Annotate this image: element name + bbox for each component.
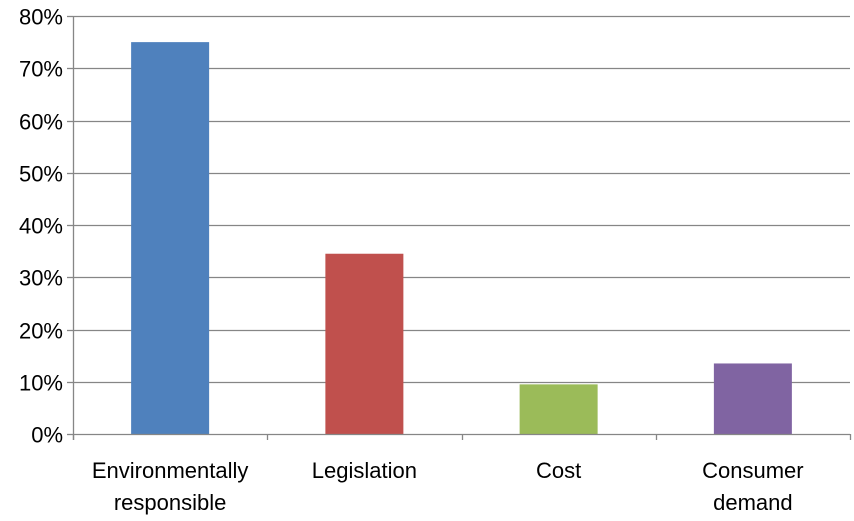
x-category-label-line: responsible <box>114 490 227 515</box>
bar <box>131 42 210 434</box>
y-tick-label: 10% <box>19 371 63 396</box>
x-category-label-line: Consumer <box>702 458 803 483</box>
y-tick-label: 70% <box>19 57 63 82</box>
x-category-label: Legislation <box>312 458 417 483</box>
y-tick-label: 60% <box>19 110 63 135</box>
axes <box>67 15 852 440</box>
y-tick-label: 30% <box>19 266 63 291</box>
bar <box>325 253 404 434</box>
y-tick-label: 50% <box>19 162 63 187</box>
y-tick-label: 0% <box>31 423 63 448</box>
x-category-label: Consumer demand <box>702 458 803 515</box>
y-tick-label: 80% <box>19 5 63 30</box>
bar <box>713 363 792 434</box>
x-axis-category-labels: Environmentally responsible Legislation Cos… <box>92 458 804 515</box>
bars <box>131 42 792 434</box>
x-category-label-line: demand <box>713 490 793 515</box>
x-category-label-line: Environmentally <box>92 458 249 483</box>
y-tick-label: 20% <box>19 319 63 344</box>
x-category-label-line: Legislation <box>312 458 417 483</box>
bar <box>519 384 598 434</box>
y-tick-label: 40% <box>19 214 63 239</box>
x-category-label: Cost <box>536 458 581 483</box>
x-category-label-line: Cost <box>536 458 581 483</box>
y-axis-tick-labels: 0% 10% 20% 30% 40% 50% 60% 70% 80% <box>19 5 63 448</box>
x-category-label: Environmentally responsible <box>92 458 249 515</box>
